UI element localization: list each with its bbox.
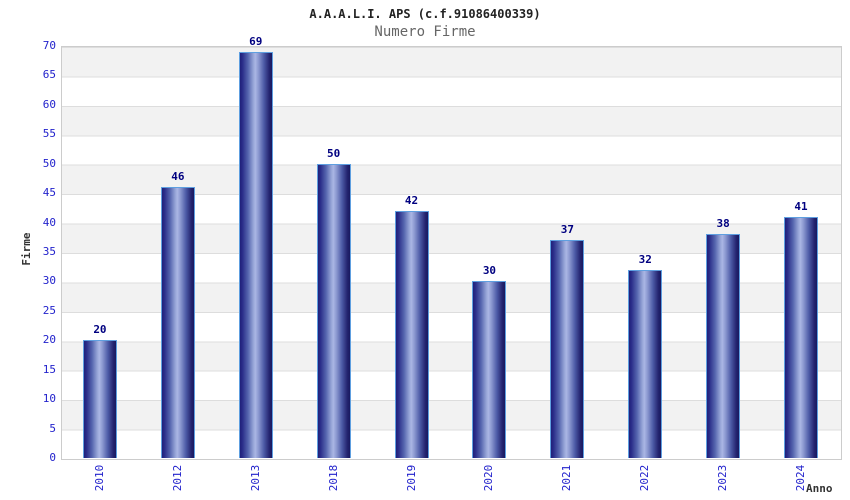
bar-2023 bbox=[706, 234, 741, 458]
bar-value-label: 42 bbox=[404, 193, 419, 207]
bar-value-label: 20 bbox=[93, 323, 107, 337]
y-tick-label: 65 bbox=[42, 68, 56, 82]
x-tick-label: 2022 bbox=[638, 464, 652, 492]
chart-subtitle: Numero Firme bbox=[374, 24, 476, 40]
bar-2021 bbox=[550, 240, 585, 458]
x-tick-label: 2020 bbox=[482, 464, 496, 492]
y-tick-label: 50 bbox=[42, 156, 56, 170]
y-tick-label: 60 bbox=[42, 97, 56, 111]
y-tick-label: 10 bbox=[42, 392, 56, 406]
x-tick-label: 2019 bbox=[404, 464, 418, 492]
y-tick-label: 70 bbox=[42, 39, 56, 52]
y-tick-label: 55 bbox=[42, 127, 56, 141]
bar-value-label: 41 bbox=[794, 199, 808, 213]
x-tick-label: 2023 bbox=[716, 464, 730, 492]
x-tick-label: 2010 bbox=[92, 464, 106, 492]
bar-2020 bbox=[472, 281, 507, 458]
y-tick-label: 35 bbox=[42, 245, 56, 258]
y-tick-label: 25 bbox=[42, 303, 56, 317]
bar-value-label: 69 bbox=[249, 34, 263, 48]
bar-2013 bbox=[238, 51, 273, 458]
bar-value-label: 30 bbox=[482, 264, 497, 278]
y-tick-label: 0 bbox=[49, 451, 56, 464]
chart-title: A.A.A.L.I. APS (c.f.91086400339) bbox=[309, 7, 541, 21]
bar-value-label: 32 bbox=[638, 252, 652, 266]
bar-value-label: 46 bbox=[171, 170, 185, 184]
y-tick-label: 5 bbox=[49, 421, 56, 435]
bar-2010 bbox=[82, 340, 117, 458]
x-tick-label: 2012 bbox=[170, 464, 184, 492]
x-tick-label: 2018 bbox=[326, 464, 340, 492]
bar-2024 bbox=[784, 216, 819, 458]
bar-2012 bbox=[160, 187, 195, 458]
x-tick-label: 2013 bbox=[248, 464, 262, 492]
y-tick-label: 30 bbox=[42, 274, 56, 288]
bar-value-label: 50 bbox=[327, 146, 341, 160]
bar-2019 bbox=[394, 210, 429, 458]
y-tick-label: 20 bbox=[42, 333, 56, 347]
bar-2022 bbox=[628, 269, 663, 458]
x-axis-title: Anno bbox=[806, 482, 833, 495]
x-tick-label: 2021 bbox=[560, 464, 574, 492]
bar-value-label: 37 bbox=[560, 223, 574, 237]
bar-value-label: 38 bbox=[716, 217, 730, 231]
y-tick-label: 40 bbox=[42, 215, 56, 229]
bar-2018 bbox=[316, 163, 351, 458]
y-axis-title: Firme bbox=[20, 232, 33, 266]
y-tick-label: 15 bbox=[42, 362, 56, 376]
y-tick-label: 45 bbox=[42, 186, 56, 200]
